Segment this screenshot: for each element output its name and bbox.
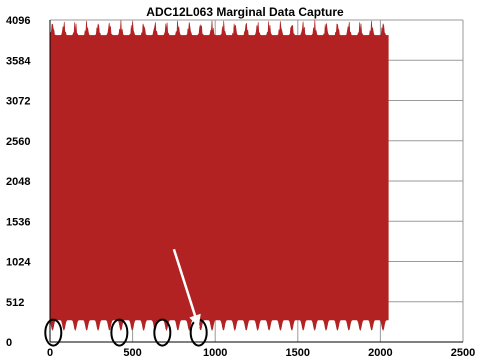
y-tick-label: 4096 <box>6 15 30 27</box>
annotation-ellipse <box>44 318 63 347</box>
axis-layer: 0 512 1024 1536 2048 2560 3072 3584 4096 0 500 1000… <box>6 15 475 359</box>
y-tick-label: 1536 <box>6 216 30 228</box>
series-layer <box>49 20 389 331</box>
x-tick-label: 1500 <box>286 347 310 359</box>
annotation-ellipse <box>110 318 129 347</box>
annotation-layer <box>44 248 208 347</box>
x-tick-label: 2000 <box>368 347 392 359</box>
y-tick-label: 1024 <box>6 257 31 269</box>
annotation-arrow-shaft <box>172 248 200 328</box>
y-tick-label: 512 <box>6 297 24 309</box>
y-tick-label: 2048 <box>6 176 30 188</box>
annotation-arrow-head <box>189 313 201 328</box>
y-tick-label: 3584 <box>6 55 31 67</box>
x-tick-label: 500 <box>123 347 141 359</box>
data-series-band <box>49 20 389 331</box>
y-tick-label: 0 <box>6 337 12 349</box>
y-tick-label: 3072 <box>6 96 30 108</box>
annotation-ellipse <box>153 318 172 347</box>
y-tick-label: 2560 <box>6 136 30 148</box>
x-tick-label: 0 <box>47 347 53 359</box>
chart-title: ADC12L063 Marginal Data Capture <box>146 5 344 19</box>
x-tick-label: 1000 <box>203 347 227 359</box>
x-tick-label: 2500 <box>451 347 475 359</box>
